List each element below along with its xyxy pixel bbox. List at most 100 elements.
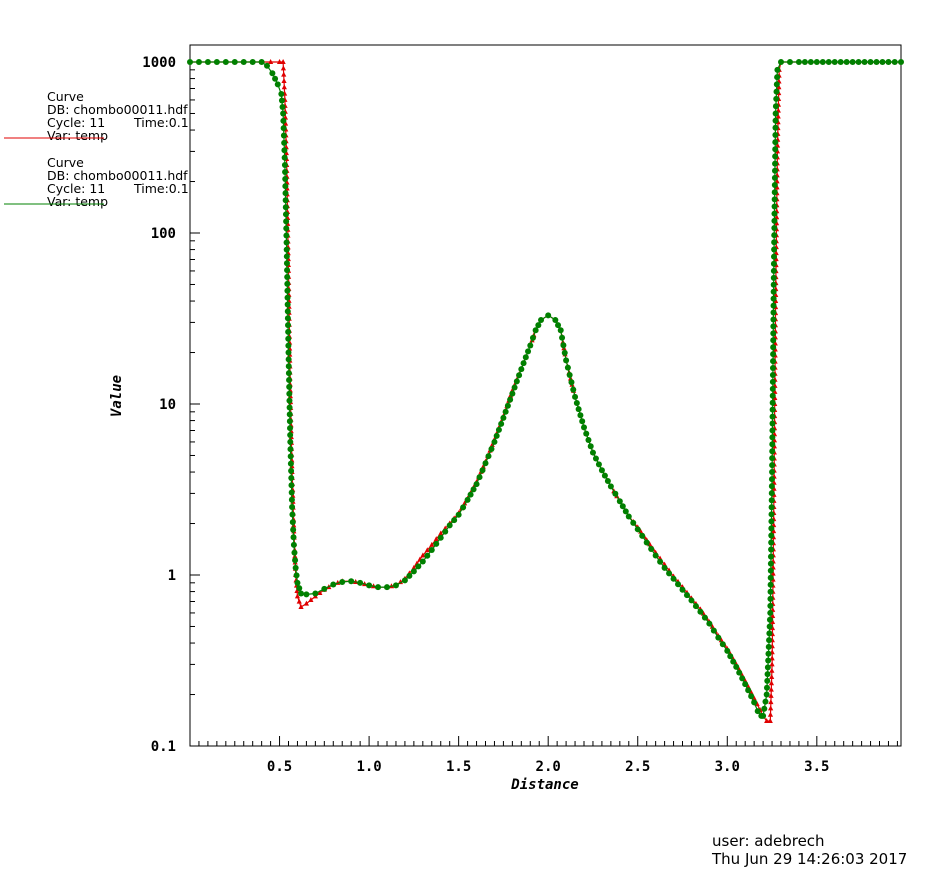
legend-entry-2: Curve DB: chombo00011.hdf Cycle: 11 Time… bbox=[4, 155, 197, 209]
circle-marker bbox=[770, 351, 777, 358]
circle-marker bbox=[795, 59, 802, 65]
circle-marker bbox=[766, 623, 773, 630]
circle-marker bbox=[187, 59, 193, 65]
circle-marker bbox=[778, 59, 785, 65]
circle-marker bbox=[560, 342, 567, 349]
circle-marker bbox=[288, 475, 295, 482]
circle-marker bbox=[767, 602, 774, 609]
circle-marker bbox=[807, 59, 814, 65]
circle-marker bbox=[873, 59, 880, 65]
x-tick-label: 2.0 bbox=[536, 759, 561, 775]
circle-marker bbox=[482, 460, 489, 467]
circle-marker bbox=[283, 225, 290, 232]
circle-marker bbox=[285, 342, 292, 349]
circle-marker bbox=[768, 490, 775, 497]
circle-marker bbox=[771, 224, 778, 231]
triangle-marker bbox=[303, 600, 310, 606]
circle-marker bbox=[768, 532, 775, 539]
circle-marker bbox=[837, 59, 844, 65]
circle-marker bbox=[287, 453, 294, 460]
circle-marker bbox=[768, 518, 775, 525]
circle-marker bbox=[204, 59, 211, 65]
circle-marker bbox=[511, 384, 518, 391]
circle-marker bbox=[286, 411, 293, 418]
triangle-marker bbox=[775, 113, 781, 119]
circle-marker bbox=[861, 59, 868, 65]
circle-marker bbox=[290, 526, 297, 533]
circle-marker bbox=[652, 552, 659, 559]
triangle-marker bbox=[768, 680, 775, 686]
circle-marker bbox=[284, 287, 291, 294]
circle-marker bbox=[286, 397, 293, 404]
circle-marker bbox=[296, 585, 303, 592]
circle-marker bbox=[500, 414, 507, 421]
circle-marker bbox=[767, 609, 774, 616]
circle-marker bbox=[825, 59, 832, 65]
circle-marker bbox=[509, 390, 516, 397]
circle-marker bbox=[764, 671, 771, 678]
triangle-marker bbox=[772, 340, 778, 346]
circle-marker bbox=[643, 539, 650, 546]
circle-marker bbox=[285, 356, 292, 363]
triangle-marker bbox=[770, 528, 777, 534]
circle-marker bbox=[274, 81, 281, 88]
circle-marker bbox=[283, 246, 290, 253]
circle-marker bbox=[339, 579, 346, 586]
circle-marker bbox=[770, 281, 777, 288]
circle-marker bbox=[767, 560, 774, 567]
circle-marker bbox=[770, 260, 777, 267]
circle-marker bbox=[415, 563, 422, 570]
circle-marker bbox=[249, 59, 256, 65]
triangle-marker bbox=[770, 612, 776, 618]
circle-marker bbox=[529, 334, 536, 341]
legend-cycle-1: Cycle: 11 bbox=[47, 115, 105, 130]
circle-marker bbox=[557, 327, 564, 334]
circle-marker bbox=[773, 88, 780, 95]
circle-marker bbox=[769, 392, 776, 399]
circle-marker bbox=[770, 323, 777, 330]
circle-marker bbox=[765, 643, 772, 650]
x-tick-label: 3.5 bbox=[804, 759, 829, 775]
y-axis-title: Value bbox=[109, 375, 125, 417]
circle-marker bbox=[771, 174, 778, 181]
circle-marker bbox=[280, 110, 287, 117]
circle-marker bbox=[748, 693, 755, 700]
triangle-marker bbox=[768, 692, 774, 698]
triangle-marker bbox=[294, 588, 300, 594]
triangle-marker bbox=[420, 552, 426, 558]
circle-marker bbox=[675, 581, 682, 588]
circle-marker bbox=[527, 342, 534, 349]
circle-marker bbox=[770, 267, 777, 274]
triangle-marker bbox=[754, 701, 760, 707]
legend: Curve DB: chombo00011.hdf Cycle: 11 Time… bbox=[4, 89, 197, 209]
circle-marker bbox=[284, 274, 291, 281]
circle-marker bbox=[572, 393, 579, 400]
circle-marker bbox=[849, 59, 856, 65]
circle-marker bbox=[504, 402, 511, 409]
circle-marker bbox=[770, 344, 777, 351]
circle-marker bbox=[604, 477, 611, 484]
triangle-marker bbox=[489, 442, 495, 448]
circle-marker bbox=[288, 467, 295, 474]
circle-marker bbox=[601, 472, 608, 479]
circle-marker bbox=[573, 400, 580, 407]
circle-marker bbox=[269, 70, 276, 77]
circle-marker bbox=[630, 519, 637, 526]
circle-marker bbox=[770, 309, 777, 316]
circle-marker bbox=[286, 377, 293, 384]
circle-marker bbox=[770, 302, 777, 309]
circle-marker bbox=[231, 59, 238, 65]
circle-marker bbox=[585, 436, 592, 443]
circle-marker bbox=[763, 684, 770, 691]
circle-marker bbox=[733, 663, 740, 670]
circle-marker bbox=[460, 504, 467, 511]
triangle-marker bbox=[296, 598, 302, 604]
circle-marker bbox=[552, 316, 559, 323]
triangle-marker bbox=[768, 686, 774, 692]
legend-cycle-2: Cycle: 11 bbox=[47, 181, 105, 196]
circle-marker bbox=[770, 288, 777, 295]
circle-marker bbox=[742, 681, 749, 688]
circle-marker bbox=[767, 574, 774, 581]
circle-marker bbox=[513, 378, 520, 385]
circle-marker bbox=[579, 418, 586, 425]
